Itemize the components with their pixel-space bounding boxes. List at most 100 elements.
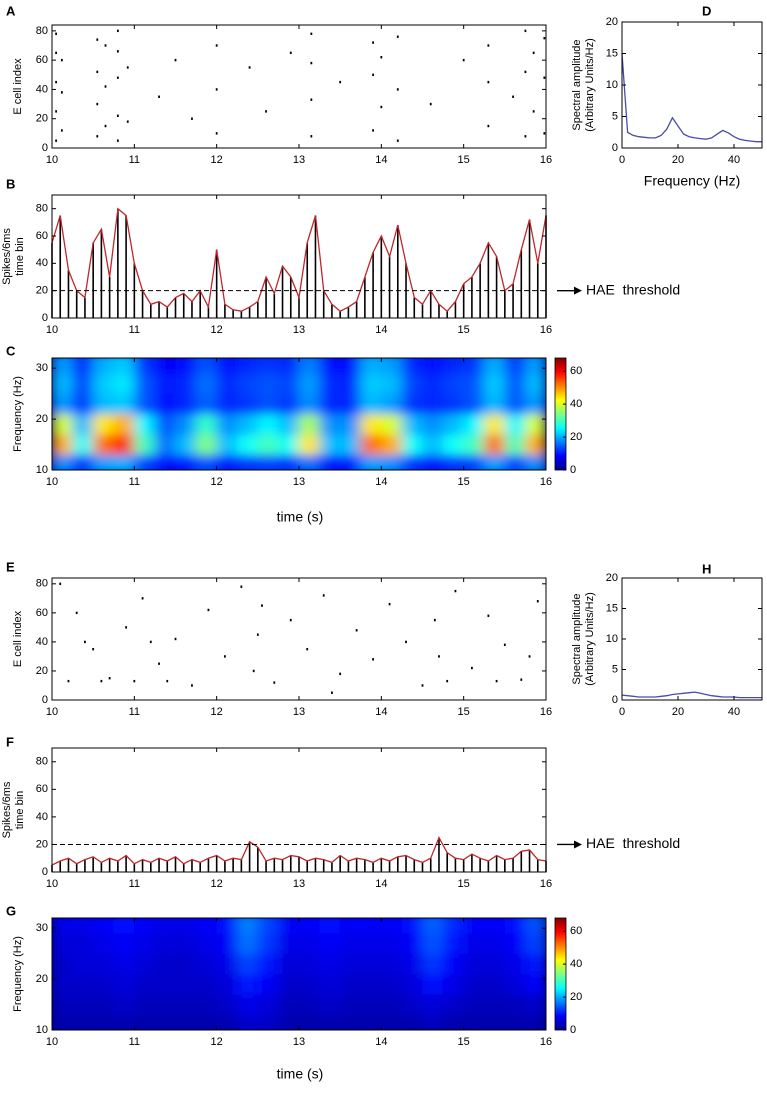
heatmap-cell <box>257 358 279 374</box>
heatmap-cell <box>525 454 546 470</box>
x-tick-label: 13 <box>293 706 305 718</box>
panel: B HAE threshold 10 11 12 13 14 15 16 0 20 40 60 80 Spi… <box>1 176 680 335</box>
heatmap-cell <box>92 434 115 456</box>
heatmap-cell <box>525 1014 546 1030</box>
spike-dot <box>55 139 58 142</box>
heatmap-cell <box>319 413 341 435</box>
spike-dot <box>339 80 342 84</box>
spike-dot <box>104 85 107 88</box>
heatmap-cell <box>422 393 444 415</box>
x-tick-label: 13 <box>293 1036 305 1048</box>
spike-dot <box>126 120 129 123</box>
panel-letter: D <box>702 3 711 18</box>
heatmap-cell <box>92 918 115 934</box>
y-tick-label: 10 <box>606 79 618 91</box>
heatmap-cell <box>52 434 73 456</box>
heatmap-cell <box>401 434 423 456</box>
heatmap-cell <box>381 1014 403 1030</box>
heatmap-cell <box>216 918 238 934</box>
colorbar <box>554 917 567 1031</box>
heatmap-cell <box>504 973 526 995</box>
heatmap-cell <box>134 918 156 934</box>
heatmap-cell <box>113 358 135 374</box>
series-line <box>621 53 762 143</box>
spike-dot <box>524 29 527 33</box>
y-tick-label: 60 <box>36 230 48 242</box>
heatmap-cell <box>216 953 238 975</box>
heatmap-cell <box>401 393 423 415</box>
panel: E 10 11 12 13 14 15 16 0 20 40 60 80 E cell index <box>6 559 552 717</box>
heatmap-cell <box>442 372 464 394</box>
heatmap-cell <box>339 393 362 415</box>
y-axis-label: (Arbitrary Units/Hz) <box>584 592 596 686</box>
x-tick-label: 13 <box>293 878 305 890</box>
heatmap-cell <box>113 918 135 934</box>
x-tick-label: 20 <box>672 154 684 166</box>
spike-dot <box>372 658 374 661</box>
y-tick-label: 80 <box>36 578 48 590</box>
x-tick-label: 16 <box>540 324 552 336</box>
x-tick-label: 10 <box>46 324 58 336</box>
x-tick-label: 20 <box>672 706 684 718</box>
heatmap-cell <box>154 393 176 415</box>
heatmap-cell <box>381 434 403 456</box>
heatmap-cell <box>195 434 217 456</box>
y-tick-label: 15 <box>606 47 618 59</box>
heatmap-cell <box>525 434 546 456</box>
x-tick-label: 12 <box>211 154 223 166</box>
spike-dot <box>207 608 210 612</box>
x-tick-label: 13 <box>293 154 305 166</box>
heatmap-cell <box>381 953 403 975</box>
heatmap-cell <box>72 372 94 394</box>
heatmap-cell <box>195 372 217 394</box>
heatmap-cell <box>236 413 259 435</box>
heatmap-clip <box>52 358 546 470</box>
heatmap-cell <box>154 918 176 934</box>
axes-frame <box>51 24 547 149</box>
spike-dot <box>248 66 251 69</box>
heatmap-cell <box>216 973 238 995</box>
heatmap-cell <box>52 932 73 954</box>
y-tick-label: 60 <box>36 54 48 66</box>
y-tick-label: 20 <box>36 113 48 125</box>
y-axis-label: E cell index <box>12 58 24 115</box>
heatmap-cell <box>339 358 362 374</box>
heatmap-cell <box>319 1014 341 1030</box>
heatmap-cell <box>195 413 217 435</box>
heatmap-cell <box>298 434 320 456</box>
heatmap-cell <box>422 454 444 470</box>
heatmap-cell <box>154 413 176 435</box>
heatmap-cell <box>319 994 341 1016</box>
heatmap-cell <box>195 454 217 470</box>
spike-dot <box>96 102 99 106</box>
heatmap-cell <box>319 393 341 415</box>
heatmap-cell <box>216 994 238 1016</box>
y-tick-label: 40 <box>36 257 48 269</box>
heatmap-cells <box>52 918 546 1030</box>
heatmap-cell <box>134 358 156 374</box>
y-axis-label: (Arbitrary Units/Hz) <box>584 38 596 132</box>
heatmap-cell <box>298 973 320 995</box>
y-tick-label: 60 <box>36 783 48 795</box>
heatmap-cell <box>483 372 506 394</box>
heatmap-cell <box>360 994 382 1016</box>
heatmap-cell <box>483 413 506 435</box>
heatmap-cell <box>381 973 403 995</box>
heatmap-cell <box>319 372 341 394</box>
x-tick-label: 14 <box>375 706 387 718</box>
heatmap-cell <box>504 358 526 374</box>
heatmap-cell <box>113 973 135 995</box>
heatmap-cell <box>298 413 320 435</box>
heatmap-cell <box>257 973 279 995</box>
y-tick-label: 20 <box>606 572 618 584</box>
heatmap-cell <box>339 413 362 435</box>
x-tick-label: 13 <box>293 324 305 336</box>
spike-dot <box>438 655 440 658</box>
heatmap-cell <box>236 358 259 374</box>
heatmap-cell <box>236 994 259 1016</box>
axes-frame <box>621 577 763 701</box>
heatmap-cell <box>278 994 300 1016</box>
spike-dot <box>532 51 535 55</box>
heatmap-cell <box>463 358 485 374</box>
heatmap-cell <box>483 434 506 456</box>
